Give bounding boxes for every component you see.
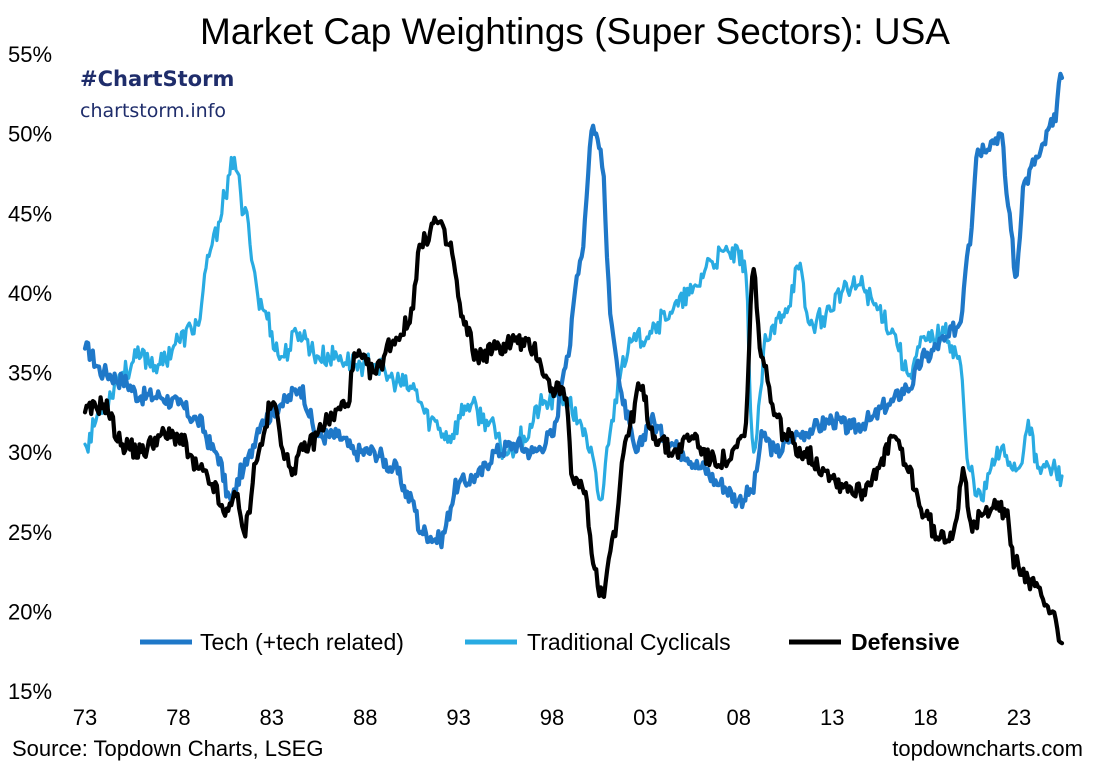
x-tick-label: 88 <box>353 705 377 730</box>
x-tick-label: 18 <box>913 705 937 730</box>
chart-title: Market Cap Weightings (Super Sectors): U… <box>200 11 950 52</box>
footer-website: topdowncharts.com <box>892 736 1083 761</box>
x-tick-label: 73 <box>73 705 97 730</box>
legend-label: Traditional Cyclicals <box>527 629 731 655</box>
y-tick-label: 25% <box>8 520 52 545</box>
chartstorm-hashtag: #ChartStorm <box>80 67 234 91</box>
x-tick-label: 08 <box>727 705 751 730</box>
legend: Tech (+tech related) Traditional Cyclical… <box>140 629 960 655</box>
x-tick-label: 23 <box>1007 705 1031 730</box>
x-tick-label: 98 <box>540 705 564 730</box>
x-axis: 73 78 83 88 93 98 03 08 13 18 23 <box>73 705 1031 730</box>
y-tick-label: 15% <box>8 679 52 704</box>
x-tick-label: 78 <box>166 705 190 730</box>
series-layer <box>82 71 1065 646</box>
y-tick-label: 35% <box>8 361 52 386</box>
y-tick-label: 45% <box>8 201 52 226</box>
y-axis: 15% 20% 25% 30% 35% 40% 45% 50% 55% <box>8 42 52 704</box>
legend-label: Defensive <box>851 629 960 655</box>
x-tick-label: 13 <box>820 705 844 730</box>
y-tick-label: 50% <box>8 122 52 147</box>
y-tick-label: 55% <box>8 42 52 67</box>
x-tick-label: 03 <box>633 705 657 730</box>
y-tick-label: 40% <box>8 281 52 306</box>
legend-label: Tech (+tech related) <box>200 629 404 655</box>
y-tick-label: 20% <box>8 599 52 624</box>
chartstorm-site: chartstorm.info <box>80 100 226 122</box>
x-tick-label: 93 <box>446 705 470 730</box>
series-line-defensive <box>82 215 1065 646</box>
source-note: Source: Topdown Charts, LSEG <box>12 736 323 761</box>
series-line-traditional-cyclicals <box>83 155 1064 503</box>
y-tick-label: 30% <box>8 440 52 465</box>
x-tick-label: 83 <box>260 705 284 730</box>
series-line-tech-tech-related <box>82 71 1065 550</box>
